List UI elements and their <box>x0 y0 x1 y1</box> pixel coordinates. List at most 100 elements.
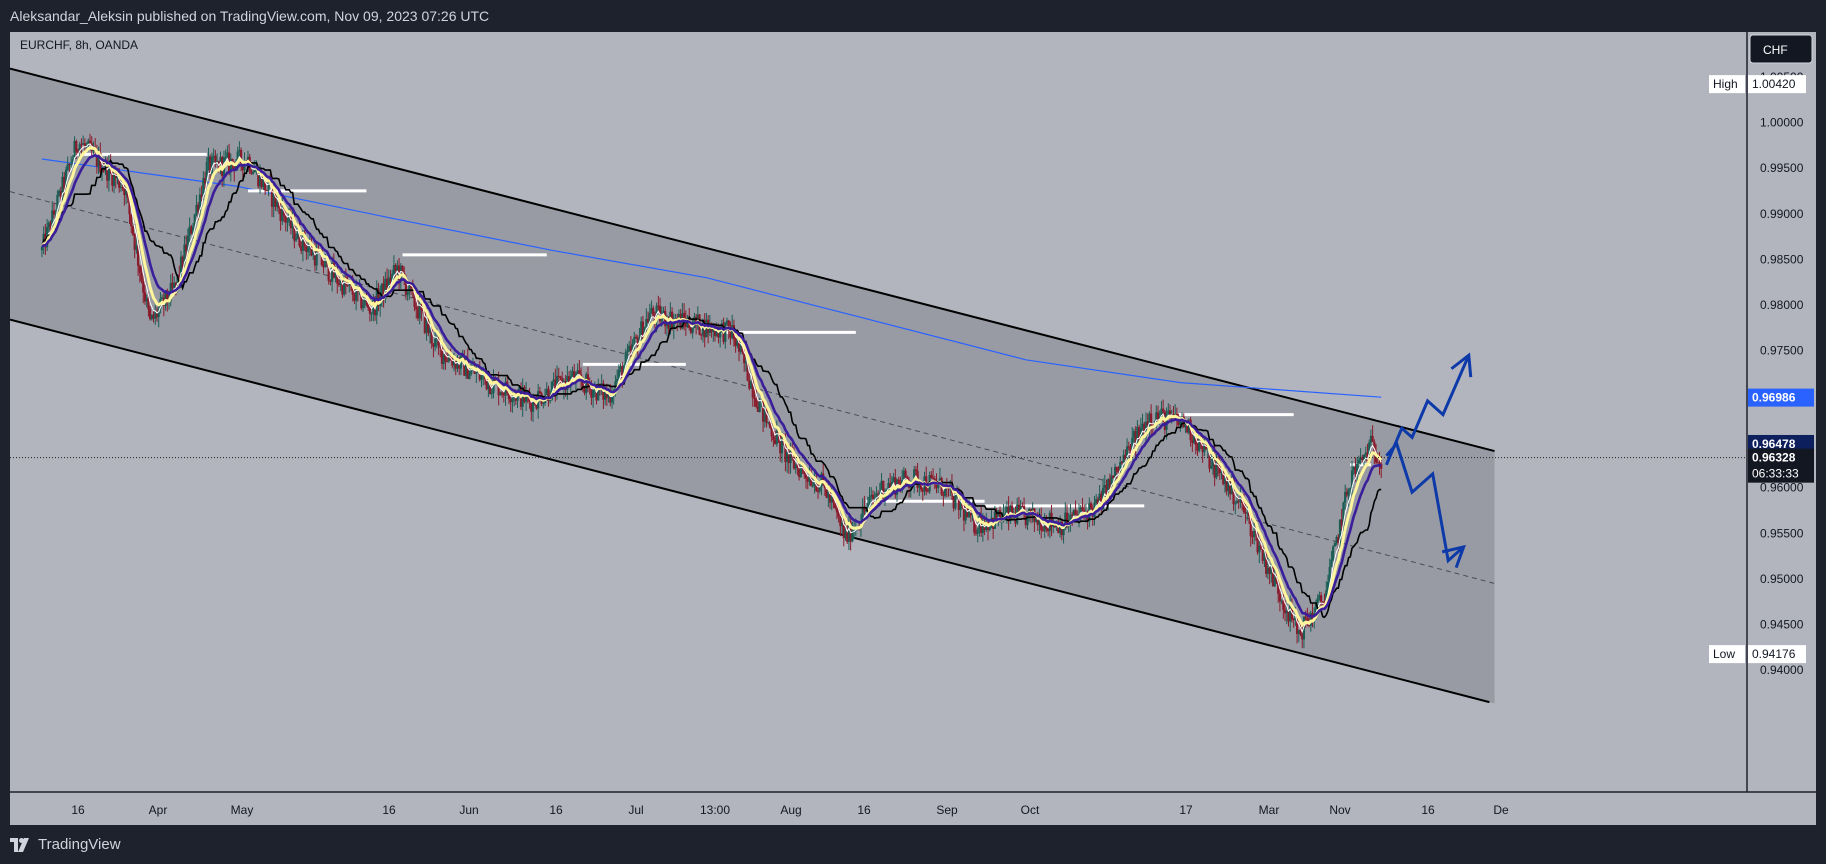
candle-body <box>1210 466 1213 469</box>
currency-label: CHF <box>1763 43 1788 57</box>
candle-body <box>310 244 313 256</box>
candle-body <box>1278 593 1282 602</box>
candle-body <box>116 175 119 179</box>
candle-body <box>171 282 174 288</box>
candle-body <box>1235 501 1239 504</box>
candle-body <box>1218 466 1221 474</box>
candle-body <box>844 530 847 539</box>
candle-body <box>281 207 284 222</box>
candle-body <box>799 467 802 477</box>
candle-body <box>1095 499 1098 504</box>
candle-body <box>432 343 435 347</box>
candle-body <box>863 506 866 512</box>
candle-body <box>181 256 184 268</box>
x-tick-label: De <box>1493 803 1509 817</box>
candle-body <box>439 345 442 348</box>
candle-body <box>545 388 548 397</box>
candle-body <box>719 326 722 338</box>
candle-body <box>748 380 751 389</box>
candle-body <box>652 307 655 316</box>
candle-body <box>123 187 126 196</box>
last-price-value: 0.96328 <box>1752 451 1796 465</box>
candle-body <box>391 273 394 284</box>
candle-body <box>337 283 341 285</box>
candle-body <box>739 345 742 352</box>
candle-body <box>1162 408 1165 412</box>
candle-body <box>755 398 758 407</box>
candle-body <box>1256 532 1259 553</box>
candle-body <box>154 311 157 319</box>
candle-body <box>731 325 734 338</box>
candle-body <box>794 464 797 469</box>
candle-body <box>367 302 370 308</box>
candle-body <box>1223 477 1227 485</box>
candle-body <box>252 172 255 174</box>
candle-body <box>889 483 892 488</box>
candle-body <box>52 210 56 215</box>
candle-body <box>360 287 363 309</box>
candle-body <box>456 360 459 369</box>
candle-body <box>943 485 947 496</box>
candle-body <box>774 439 777 445</box>
candle-body <box>1167 410 1170 415</box>
candle-body <box>684 320 687 328</box>
candle-body <box>1295 616 1299 634</box>
candle-body <box>1378 462 1381 464</box>
candle-body <box>974 532 978 534</box>
chart-area[interactable]: 1.005001.000000.995000.990000.985000.980… <box>9 32 1816 825</box>
candle-body <box>787 452 790 464</box>
candle-body <box>1380 463 1383 469</box>
candle-body <box>188 226 191 237</box>
candle-body <box>353 294 356 301</box>
candle-body <box>1268 567 1271 574</box>
candle-body <box>578 370 581 375</box>
candle-body <box>322 265 325 268</box>
candle-body <box>387 277 390 290</box>
candle-body <box>585 374 588 394</box>
candle-body <box>756 406 760 412</box>
candle-body <box>880 480 883 493</box>
currency-button[interactable]: CHF <box>1749 34 1813 64</box>
candle-body <box>1242 503 1245 513</box>
candle-body <box>1237 501 1240 503</box>
candle-body <box>124 190 128 196</box>
candle-body <box>262 177 265 188</box>
candle-body <box>1146 421 1149 427</box>
candle-body <box>1052 523 1055 527</box>
candle-body <box>480 375 483 380</box>
candle-body <box>150 314 153 320</box>
candle-body <box>1115 466 1118 472</box>
candle-body <box>1026 512 1029 526</box>
price-chart[interactable]: 1.005001.000000.995000.990000.985000.980… <box>9 32 1816 825</box>
candle-body <box>363 298 366 306</box>
x-tick-label: Mar <box>1259 803 1280 817</box>
x-tick-label: Apr <box>149 803 168 817</box>
candle-body <box>657 305 660 307</box>
candle-body <box>1232 479 1235 505</box>
candle-body <box>866 503 869 511</box>
candle-body <box>962 506 966 521</box>
candle-body <box>1261 548 1264 561</box>
candle-body <box>71 159 74 164</box>
candle-body <box>897 479 900 486</box>
candle-body <box>183 244 186 268</box>
candle-body <box>440 347 444 364</box>
candle-body <box>300 245 303 251</box>
candle-body <box>885 489 888 492</box>
candle-body <box>641 321 644 340</box>
candle-body <box>918 483 921 488</box>
low-value: 0.94176 <box>1752 647 1796 661</box>
candle-body <box>616 378 619 382</box>
candle-body <box>1359 457 1362 460</box>
candle-body <box>842 523 845 539</box>
candle-body <box>1314 602 1318 614</box>
candle-body <box>267 182 270 191</box>
candle-body <box>1225 477 1228 492</box>
candle-body <box>700 334 703 336</box>
candle-body <box>1227 480 1230 492</box>
candle-body <box>734 338 737 346</box>
tradingview-logo[interactable]: TradingView <box>10 836 121 853</box>
candle-body <box>346 285 349 287</box>
ma-black <box>41 158 1382 619</box>
price-scale[interactable] <box>1747 32 1816 792</box>
